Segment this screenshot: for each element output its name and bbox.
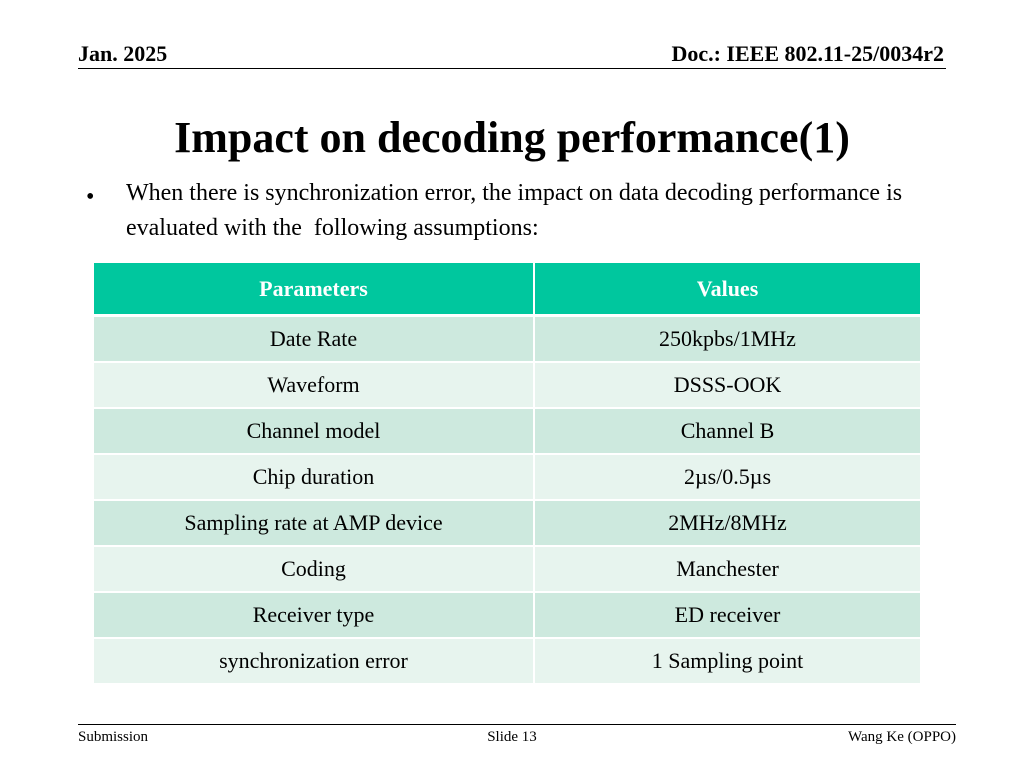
table-row: Channel model Channel B xyxy=(94,408,922,455)
slide-title: Impact on decoding performance(1) xyxy=(174,113,850,162)
footer-author: Wang Ke (OPPO) xyxy=(848,729,956,745)
table-row: synchronization error 1 Sampling point xyxy=(94,638,922,685)
value-cell: 1 Sampling point xyxy=(534,638,922,685)
parameter-cell: Coding xyxy=(94,546,535,593)
table-header-row: Parameters Values xyxy=(94,263,922,317)
value-cell: DSSS-OOK xyxy=(534,362,922,409)
parameter-cell: Sampling rate at AMP device xyxy=(94,500,535,547)
value-cell: 2µs/0.5µs xyxy=(534,454,922,501)
parameter-cell: synchronization error xyxy=(94,638,535,685)
table-row: Waveform DSSS-OOK xyxy=(94,362,922,409)
footer-slide-number: Slide 13 xyxy=(487,729,537,745)
header-doc-id: Doc.: IEEE 802.11-25/0034r2 xyxy=(671,41,944,66)
value-cell: Manchester xyxy=(534,546,922,593)
parameter-cell: Date Rate xyxy=(94,315,535,363)
table-row: Chip duration 2µs/0.5µs xyxy=(94,454,922,501)
parameters-table: Parameters Values Date Rate 250kpbs/1MHz… xyxy=(94,263,922,685)
value-cell: Channel B xyxy=(534,408,922,455)
header-values: Values xyxy=(534,263,922,317)
value-cell: ED receiver xyxy=(534,592,922,639)
table-row: Sampling rate at AMP device 2MHz/8MHz xyxy=(94,500,922,547)
parameter-cell: Waveform xyxy=(94,362,535,409)
table-row: Date Rate 250kpbs/1MHz xyxy=(94,315,922,363)
table-row: Coding Manchester xyxy=(94,546,922,593)
value-cell: 250kpbs/1MHz xyxy=(534,315,922,363)
header-divider xyxy=(78,68,946,69)
header-date: Jan. 2025 xyxy=(78,41,168,66)
parameter-cell: Receiver type xyxy=(94,592,535,639)
table-row: Receiver type ED receiver xyxy=(94,592,922,639)
parameter-cell: Channel model xyxy=(94,408,535,455)
parameter-cell: Chip duration xyxy=(94,454,535,501)
bullet-icon: • xyxy=(86,184,95,210)
footer-submission: Submission xyxy=(78,729,149,745)
bullet-text: When there is synchronization error, the… xyxy=(126,180,909,241)
header-parameters: Parameters xyxy=(94,263,535,317)
footer-divider xyxy=(78,724,956,725)
value-cell: 2MHz/8MHz xyxy=(534,500,922,547)
